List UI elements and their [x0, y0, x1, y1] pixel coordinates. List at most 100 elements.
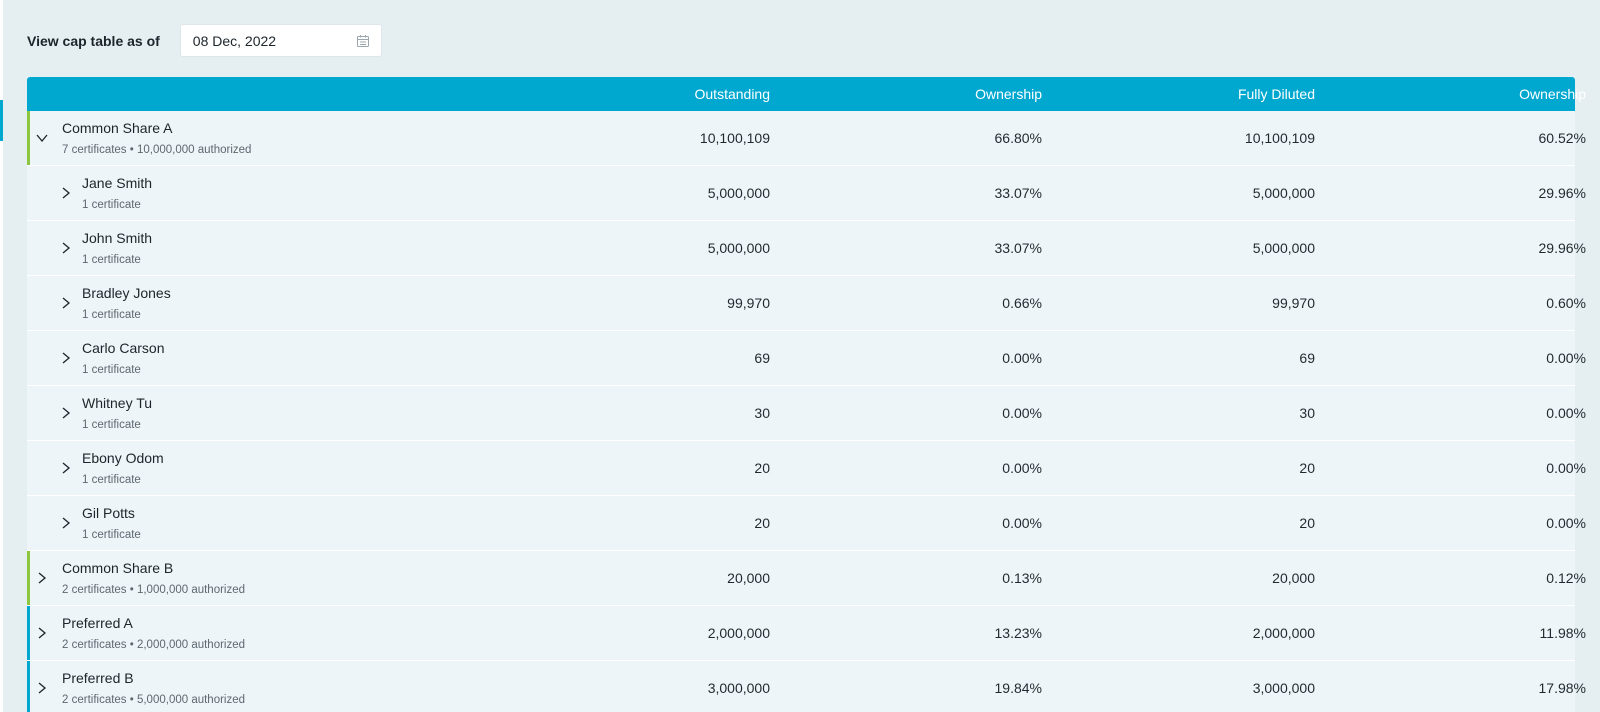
name-block: Gil Potts 1 certificate: [82, 505, 141, 542]
chevron-right-icon[interactable]: [32, 623, 52, 643]
holder-row[interactable]: Carlo Carson 1 certificate 69 0.00% 69 0.00%: [27, 331, 1586, 386]
chevron-right-icon[interactable]: [56, 513, 76, 533]
chevron-down-icon[interactable]: [32, 128, 52, 148]
row-subtitle: 1 certificate: [82, 418, 141, 431]
fully-diluted-value: 3,000,000: [1252, 680, 1315, 696]
chevron-right-icon[interactable]: [32, 568, 52, 588]
header-fully-diluted-ownership[interactable]: Ownership: [1519, 86, 1586, 102]
row-title: Gil Potts: [82, 504, 135, 521]
share-class-row[interactable]: Common Share B 2 certificates • 1,000,000…: [27, 551, 1586, 606]
left-nav-active-indicator: [0, 100, 3, 141]
outstanding-value: 2,000,000: [707, 625, 770, 641]
holder-row[interactable]: Jane Smith 1 certificate 5,000,000 33.07% 5,…: [27, 166, 1586, 221]
fully-diluted-value: 20: [1299, 515, 1315, 531]
fully-diluted-ownership-value: 0.00%: [1546, 405, 1586, 421]
row-title: John Smith: [82, 229, 153, 246]
name-cell: Carlo Carson 1 certificate: [27, 340, 477, 377]
name-cell: Ebony Odom 1 certificate: [27, 450, 477, 487]
row-title: Common Share A: [62, 119, 173, 136]
fully-diluted-value: 2,000,000: [1252, 625, 1315, 641]
fully-diluted-ownership-value: 29.96%: [1538, 240, 1586, 256]
row-title: Ebony Odom: [82, 449, 164, 466]
share-class-row[interactable]: Preferred B 2 certificates • 5,000,000 au…: [27, 661, 1586, 712]
chevron-right-icon[interactable]: [56, 183, 76, 203]
name-cell: Common Share A 7 certificates • 10,000,00…: [27, 120, 477, 157]
row-subtitle: 1 certificate: [82, 473, 141, 486]
header-fully-diluted[interactable]: Fully Diluted: [1237, 86, 1315, 102]
fully-diluted-ownership-value: 17.98%: [1538, 680, 1586, 696]
chevron-right-icon[interactable]: [56, 238, 76, 258]
fully-diluted-ownership-value: 11.98%: [1539, 625, 1586, 641]
outstanding-value: 20: [754, 460, 770, 476]
name-block: Common Share B 2 certificates • 1,000,000…: [62, 560, 245, 597]
share-class-row[interactable]: Preferred A 2 certificates • 2,000,000 au…: [27, 606, 1586, 661]
outstanding-value: 69: [754, 350, 770, 366]
ownership-value: 13.23%: [994, 625, 1042, 641]
ownership-value: 66.80%: [994, 130, 1042, 146]
cap-table-body: Common Share A 7 certificates • 10,000,00…: [27, 111, 1586, 712]
fully-diluted-value: 10,100,109: [1244, 130, 1315, 146]
row-subtitle: 2 certificates • 1,000,000 authorized: [62, 583, 246, 596]
outstanding-value: 5,000,000: [707, 185, 770, 201]
name-cell: Common Share B 2 certificates • 1,000,000…: [27, 560, 477, 597]
holder-row[interactable]: Whitney Tu 1 certificate 30 0.00% 30 0.00%: [27, 386, 1586, 441]
row-title: Common Share B: [62, 559, 174, 576]
row-title: Carlo Carson: [82, 339, 165, 356]
fully-diluted-value: 69: [1299, 350, 1315, 366]
outstanding-value: 20: [754, 515, 770, 531]
chevron-right-icon[interactable]: [56, 403, 76, 423]
fully-diluted-value: 20,000: [1272, 570, 1315, 586]
view-as-of-label: View cap table as of: [27, 32, 160, 49]
fully-diluted-ownership-value: 0.12%: [1546, 570, 1586, 586]
header-ownership[interactable]: Ownership: [975, 86, 1042, 102]
ownership-value: 0.13%: [1002, 570, 1042, 586]
holder-row[interactable]: Gil Potts 1 certificate 20 0.00% 20 0.00%: [27, 496, 1586, 551]
as-of-date-picker[interactable]: 08 Dec, 2022: [179, 24, 382, 57]
row-title: Bradley Jones: [82, 284, 171, 301]
row-subtitle: 1 certificate: [82, 253, 141, 266]
fully-diluted-ownership-value: 0.00%: [1546, 350, 1586, 366]
outstanding-value: 3,000,000: [707, 680, 770, 696]
row-subtitle: 1 certificate: [82, 363, 141, 376]
chevron-right-icon[interactable]: [32, 678, 52, 698]
ownership-value: 19.84%: [994, 680, 1042, 696]
fully-diluted-ownership-value: 0.00%: [1546, 515, 1586, 531]
name-block: Preferred A 2 certificates • 2,000,000 au…: [62, 615, 245, 652]
holder-row[interactable]: John Smith 1 certificate 5,000,000 33.07% 5,…: [27, 221, 1586, 276]
fully-diluted-value: 99,970: [1272, 295, 1315, 311]
holder-row[interactable]: Ebony Odom 1 certificate 20 0.00% 20 0.00%: [27, 441, 1586, 496]
name-block: Ebony Odom 1 certificate: [82, 450, 164, 487]
fully-diluted-ownership-value: 60.52%: [1538, 130, 1586, 146]
name-block: Preferred B 2 certificates • 5,000,000 au…: [62, 670, 245, 707]
outstanding-value: 10,100,109: [699, 130, 770, 146]
row-title: Preferred B: [62, 669, 134, 686]
name-block: Common Share A 7 certificates • 10,000,00…: [62, 120, 251, 157]
outstanding-value: 20,000: [727, 570, 770, 586]
calendar-icon[interactable]: [356, 34, 370, 48]
cap-table-date-toolbar: View cap table as of 08 Dec, 2022: [27, 24, 382, 57]
row-title: Preferred A: [62, 614, 133, 631]
name-cell: Bradley Jones 1 certificate: [27, 285, 477, 322]
ownership-value: 0.00%: [1002, 350, 1042, 366]
fully-diluted-ownership-value: 29.96%: [1538, 185, 1586, 201]
name-block: Jane Smith 1 certificate: [82, 175, 152, 212]
ownership-value: 0.00%: [1002, 405, 1042, 421]
row-subtitle: 1 certificate: [82, 198, 141, 211]
row-subtitle: 2 certificates • 5,000,000 authorized: [62, 693, 246, 706]
row-title: Jane Smith: [82, 174, 153, 191]
row-subtitle: 1 certificate: [82, 308, 141, 321]
chevron-right-icon[interactable]: [56, 293, 76, 313]
outstanding-value: 30: [754, 405, 770, 421]
header-outstanding[interactable]: Outstanding: [694, 86, 771, 102]
fully-diluted-ownership-value: 0.00%: [1546, 460, 1586, 476]
name-cell: Whitney Tu 1 certificate: [27, 395, 477, 432]
holder-row[interactable]: Bradley Jones 1 certificate 99,970 0.66% 99,…: [27, 276, 1586, 331]
cap-table-header: Outstanding Ownership Fully Diluted Owne…: [27, 77, 1586, 111]
chevron-right-icon[interactable]: [56, 348, 76, 368]
outstanding-value: 5,000,000: [707, 240, 770, 256]
share-class-row[interactable]: Common Share A 7 certificates • 10,000,00…: [27, 111, 1586, 166]
chevron-right-icon[interactable]: [56, 458, 76, 478]
name-cell: Preferred B 2 certificates • 5,000,000 au…: [27, 670, 477, 707]
cap-table: Outstanding Ownership Fully Diluted Owne…: [27, 77, 1586, 712]
as-of-date-value[interactable]: 08 Dec, 2022: [192, 32, 277, 49]
